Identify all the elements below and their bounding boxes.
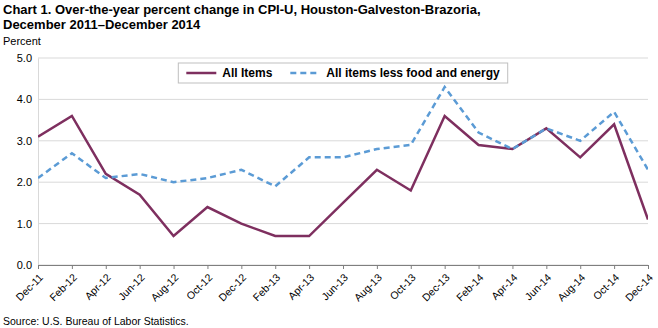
x-tick-label: Oct-12 [184, 271, 215, 302]
x-tick: Oct-12 [184, 265, 215, 302]
x-tick-mark [343, 265, 344, 269]
x-tick-mark [445, 265, 446, 269]
x-tick-label: Feb-13 [250, 271, 282, 303]
grid-line [38, 182, 648, 183]
y-tick-label: 1.0 [17, 218, 32, 230]
x-tick-label: Aug-13 [352, 271, 385, 304]
x-tick: Oct-13 [387, 265, 418, 302]
x-tick-mark [614, 265, 615, 269]
x-tick-label: Jun-13 [319, 271, 350, 302]
x-tick-mark [648, 265, 649, 269]
x-tick-label: Feb-12 [47, 271, 79, 303]
x-tick: Dec-11 [13, 265, 45, 303]
x-tick: Aug-13 [352, 265, 385, 304]
legend-swatch [186, 72, 216, 75]
grid-line [38, 99, 648, 100]
x-tick: Jun-14 [522, 265, 553, 302]
legend-item: All Items [186, 66, 272, 80]
plot-marks [38, 87, 648, 236]
x-tick: Dec-14 [623, 265, 656, 304]
x-tick: Aug-12 [148, 265, 181, 304]
x-tick: Feb-13 [250, 265, 282, 303]
x-tick-mark [174, 265, 175, 269]
y-tick: 3.0 [17, 135, 38, 147]
y-tick: 5.0 [17, 52, 38, 64]
x-tick: Feb-12 [47, 265, 79, 303]
x-tick: Dec-13 [419, 265, 452, 304]
x-tick-label: Jun-12 [116, 271, 147, 302]
y-axis-label: Percent [3, 35, 41, 47]
series-line [38, 116, 648, 236]
legend-box [178, 63, 507, 83]
grid-line [38, 140, 648, 141]
grid-line [38, 58, 648, 59]
y-tick-label: 0.0 [17, 259, 32, 271]
x-tick-mark [512, 265, 513, 269]
x-tick-mark [241, 265, 242, 269]
y-axis: 0.0 1.0 2.0 3.0 4.0 5.0 [17, 52, 39, 271]
y-tick: 4.0 [17, 93, 38, 105]
x-tick-mark [411, 265, 412, 269]
chart: Chart 1. Over-the-year percent change in… [0, 0, 658, 328]
x-tick: Apr-12 [82, 265, 113, 302]
x-tick: Oct-14 [590, 265, 621, 302]
x-tick-mark [377, 265, 378, 269]
grid-line [38, 223, 648, 224]
x-tick: Dec-12 [216, 265, 249, 304]
x-tick-mark [106, 265, 107, 269]
y-tick-label: 3.0 [17, 135, 32, 147]
x-tick-label: Apr-13 [285, 271, 316, 302]
x-tick-mark [580, 265, 581, 269]
y-axis-line [38, 59, 39, 266]
y-tick-label: 2.0 [17, 176, 32, 188]
y-tick: 2.0 [17, 176, 38, 188]
x-tick-label: Aug-12 [148, 271, 181, 304]
y-tick-label: 5.0 [17, 52, 32, 64]
x-tick-label: Oct-14 [590, 271, 621, 302]
legend-label: All items less food and energy [326, 66, 500, 80]
x-tick-label: Apr-12 [82, 271, 113, 302]
x-tick-label: Dec-11 [13, 271, 45, 303]
x-tick-label: Dec-13 [419, 271, 452, 304]
y-tick-label: 4.0 [17, 93, 32, 105]
x-axis: Dec-11Feb-12Apr-12Jun-12Aug-12Oct-12Dec-… [13, 265, 655, 304]
x-tick-mark [546, 265, 547, 269]
x-tick-mark [38, 265, 39, 269]
legend: All Items All items less food and energy [178, 63, 507, 83]
x-tick: Jun-12 [116, 265, 147, 302]
x-tick-label: Feb-14 [454, 271, 486, 303]
x-tick: Jun-13 [319, 265, 350, 302]
x-tick-label: Apr-14 [489, 271, 520, 302]
x-tick-mark [72, 265, 73, 269]
x-tick-label: Dec-12 [216, 271, 249, 304]
x-tick: Aug-14 [555, 265, 588, 304]
x-tick-mark [309, 265, 310, 269]
source: Source: U.S. Bureau of Labor Statistics. [3, 315, 189, 327]
x-tick-label: Aug-14 [555, 271, 588, 304]
y-tick: 1.0 [17, 218, 38, 230]
x-tick: Apr-13 [285, 265, 316, 302]
y-tick: 0.0 [17, 259, 38, 271]
x-tick-label: Oct-13 [387, 271, 418, 302]
series-line [38, 87, 648, 186]
title: December 2011–December 2014 [3, 17, 201, 32]
x-tick-label: Jun-14 [522, 271, 553, 302]
title: Chart 1. Over-the-year percent change in… [3, 2, 481, 17]
x-tick-mark [140, 265, 141, 269]
grid [38, 58, 648, 265]
legend-label: All Items [222, 66, 272, 80]
x-tick: Feb-14 [454, 265, 486, 303]
x-tick: Apr-14 [489, 265, 520, 302]
legend-item: All items less food and energy [290, 66, 500, 80]
x-tick-mark [275, 265, 276, 269]
x-tick-label: Dec-14 [623, 271, 656, 304]
x-tick-mark [479, 265, 480, 269]
legend-swatch [290, 72, 320, 75]
x-tick-mark [207, 265, 208, 269]
